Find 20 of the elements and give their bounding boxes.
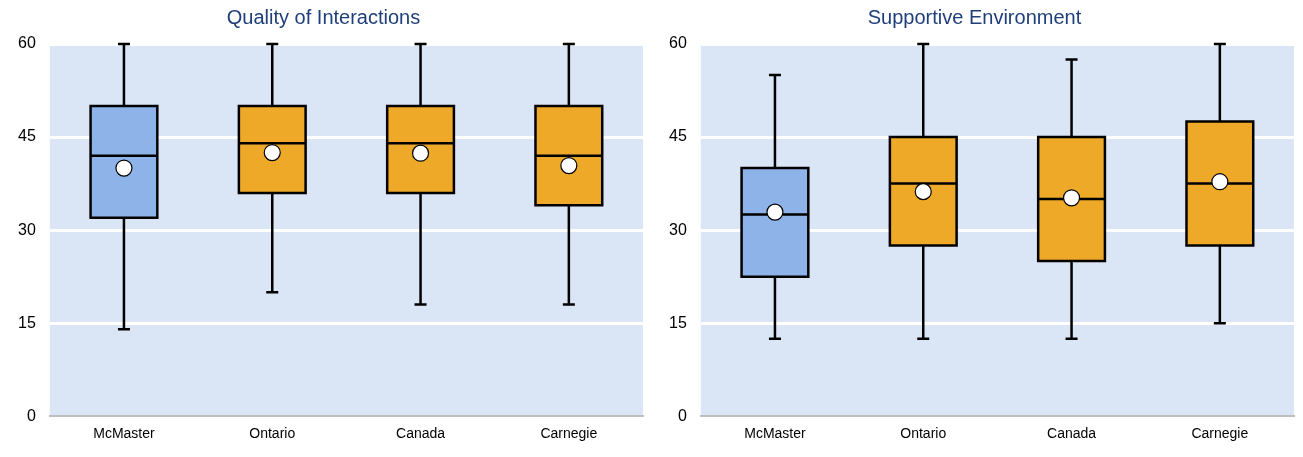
x-tick-label: Carnegie bbox=[540, 425, 598, 442]
chart-title: Quality of Interactions bbox=[226, 5, 421, 28]
y-tick-label: 0 bbox=[26, 406, 36, 424]
y-tick-label: 60 bbox=[18, 34, 36, 52]
chart-title: Supportive Environment bbox=[867, 5, 1082, 28]
x-tick-label: McMaster bbox=[744, 425, 807, 442]
x-tick-label: Canada bbox=[396, 425, 446, 442]
y-tick-label: 30 bbox=[669, 220, 687, 238]
y-tick-label: 45 bbox=[669, 127, 687, 145]
y-tick-label: 15 bbox=[18, 313, 36, 331]
x-tick-label: Canada bbox=[1047, 425, 1097, 442]
x-tick-label: Carnegie bbox=[1191, 425, 1249, 442]
x-tick-label: Ontario bbox=[900, 425, 947, 442]
x-tick-label: Ontario bbox=[249, 425, 296, 442]
x-tick-label: McMaster bbox=[93, 425, 156, 442]
y-tick-label: 0 bbox=[677, 406, 687, 424]
y-tick-label: 15 bbox=[669, 313, 687, 331]
y-tick-label: 60 bbox=[669, 34, 687, 52]
y-tick-label: 30 bbox=[18, 220, 36, 238]
y-tick-label: 45 bbox=[18, 127, 36, 145]
